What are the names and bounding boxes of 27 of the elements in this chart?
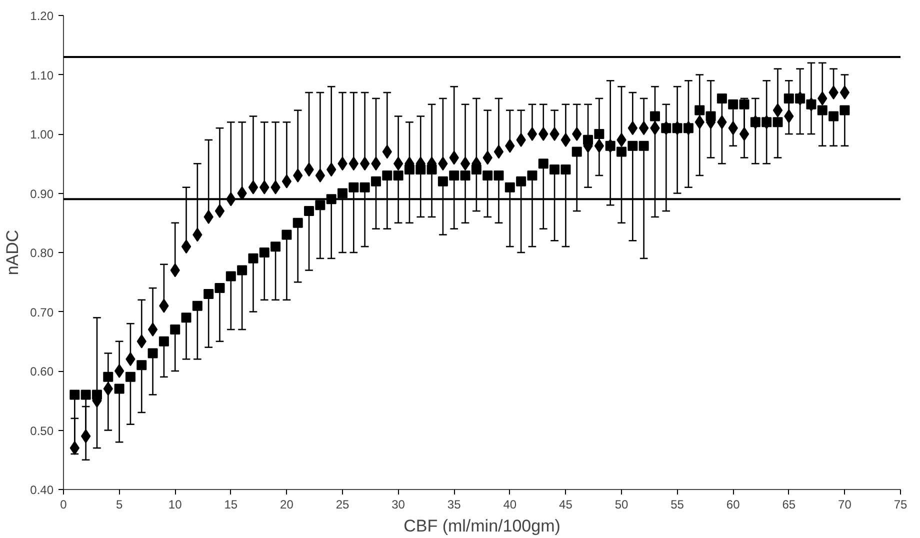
x-tick-label: 55 xyxy=(670,498,684,512)
x-tick-label: 25 xyxy=(336,498,350,512)
x-tick-label: 50 xyxy=(614,498,628,512)
y-tick-label: 0.50 xyxy=(30,424,54,438)
x-tick-label: 15 xyxy=(224,498,238,512)
x-tick-label: 65 xyxy=(782,498,796,512)
x-tick-label: 40 xyxy=(503,498,517,512)
x-tick-label: 5 xyxy=(116,498,123,512)
y-tick-label: 0.60 xyxy=(30,364,54,378)
y-tick-label: 0.70 xyxy=(30,305,54,320)
x-axis-title: CBF (ml/min/100gm) xyxy=(404,516,560,536)
x-tick-label: 10 xyxy=(168,498,182,512)
y-axis-title: nADC xyxy=(3,230,22,276)
x-tick-label: 30 xyxy=(392,498,406,512)
y-tick-label: 0.90 xyxy=(30,186,54,201)
y-tick-label: 0.80 xyxy=(30,246,54,260)
y-tick-label: 0.40 xyxy=(30,483,54,497)
x-tick-label: 45 xyxy=(559,498,573,512)
x-tick-label: 20 xyxy=(280,498,294,512)
x-tick-label: 70 xyxy=(838,498,852,512)
x-tick-label: 35 xyxy=(447,498,462,512)
y-tick-label: 1.10 xyxy=(30,68,54,82)
x-tick-label: 0 xyxy=(60,498,68,512)
x-tick-label: 75 xyxy=(894,498,908,512)
y-tick-label: 1.00 xyxy=(30,128,54,142)
x-tick-label: 60 xyxy=(726,498,740,512)
y-tick-label: 1.20 xyxy=(30,9,54,23)
